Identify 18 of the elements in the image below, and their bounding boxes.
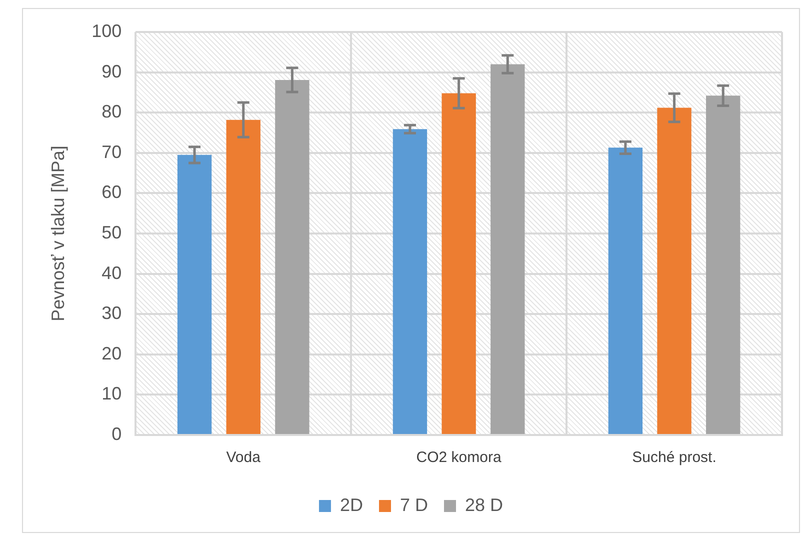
y-tick-label: 100: [92, 20, 122, 41]
y-tick-label: 80: [102, 102, 122, 122]
legend-label: 7 D: [400, 494, 428, 515]
y-tick-label: 50: [102, 222, 122, 242]
legend-label: 28 D: [465, 494, 504, 515]
y-tick-label: 30: [102, 303, 122, 324]
y-tick-label: 70: [102, 142, 122, 162]
x-tick-label: CO2 komora: [416, 449, 502, 466]
y-tick-label: 60: [102, 182, 122, 202]
y-tick-label: 20: [102, 343, 122, 364]
y-axis-title: Pevnosť v tlaku [MPa]: [48, 146, 68, 322]
y-tick-label: 40: [102, 262, 122, 283]
y-tick-label: 0: [112, 424, 122, 444]
x-tick-label: Suché prost.: [632, 449, 716, 466]
legend-label: 2D: [340, 494, 363, 515]
y-tick-label: 10: [102, 384, 122, 404]
x-tick-label: Voda: [226, 449, 262, 466]
y-tick-label: 90: [102, 61, 122, 82]
